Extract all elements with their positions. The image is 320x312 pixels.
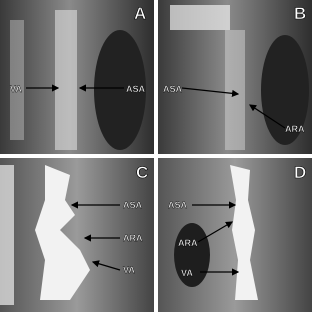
- figure: VA ASA A ASA ARA B ASA ARA VA C ASA ARA …: [0, 0, 312, 312]
- page: VA ASA A ASA ARA B ASA ARA VA C ASA ARA …: [0, 0, 312, 312]
- panel-a: VA ASA A: [0, 0, 154, 154]
- label: ASA: [168, 200, 188, 210]
- panel-letter: C: [136, 163, 148, 182]
- panel-letter: B: [294, 4, 306, 23]
- panel-letter: A: [134, 4, 146, 23]
- label: ARA: [123, 233, 143, 243]
- label: VA: [10, 84, 22, 94]
- panel-letter: D: [294, 163, 306, 182]
- panel-b: ASA ARA B: [158, 0, 312, 154]
- label: ARA: [178, 238, 198, 248]
- label: ASA: [126, 84, 146, 94]
- panel-d: ASA ARA VA D: [158, 158, 312, 312]
- panel-c: ASA ARA VA C: [0, 158, 154, 312]
- label: VA: [181, 268, 193, 278]
- label: ASA: [123, 200, 143, 210]
- label: ARA: [285, 124, 305, 134]
- label: ASA: [163, 84, 183, 94]
- label: VA: [123, 265, 135, 275]
